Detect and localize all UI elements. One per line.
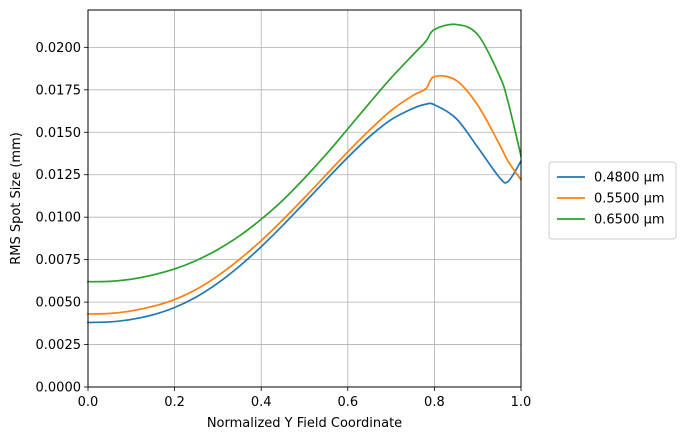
x-tick-label: 0.8 <box>424 395 445 410</box>
legend: 0.4800 µm 0.5500 µm 0.6500 µm <box>548 161 677 240</box>
legend-label: 0.4800 µm <box>594 171 665 186</box>
x-tick-label: 0.2 <box>164 395 185 410</box>
x-tick-label: 0.0 <box>78 395 99 410</box>
y-axis-label: RMS Spot Size (mm) <box>9 132 24 265</box>
x-tick-label: 0.6 <box>337 395 358 410</box>
y-tick-label: 0.0150 <box>36 126 82 141</box>
y-tick-label: 0.0075 <box>36 253 82 268</box>
y-tick-label: 0.0025 <box>36 338 82 353</box>
series-line-3 <box>87 23 523 283</box>
legend-label: 0.5500 µm <box>594 192 665 207</box>
ticks: 0.0 0.2 0.4 0.6 0.8 1.0 0.0000 0.0025 0.0050 0.00… <box>36 41 532 410</box>
y-tick-label: 0.0100 <box>36 211 82 226</box>
y-tick-label: 0.0050 <box>36 296 82 311</box>
series-line-1 <box>87 102 523 324</box>
legend-label: 0.6500 µm <box>594 213 665 228</box>
y-tick-label: 0.0175 <box>36 83 82 98</box>
x-tick-label: 1.0 <box>511 395 532 410</box>
y-tick-label: 0.0125 <box>36 168 82 183</box>
y-tick-label: 0.0200 <box>36 41 82 56</box>
x-axis-label: Normalized Y Field Coordinate <box>207 416 402 431</box>
series-line-2 <box>87 75 523 315</box>
y-tick-label: 0.0000 <box>36 381 82 396</box>
legend-items: 0.4800 µm 0.5500 µm 0.6500 µm <box>557 171 665 228</box>
series-layer <box>87 23 523 324</box>
plot-frame <box>87 9 522 388</box>
x-tick-label: 0.4 <box>251 395 272 410</box>
